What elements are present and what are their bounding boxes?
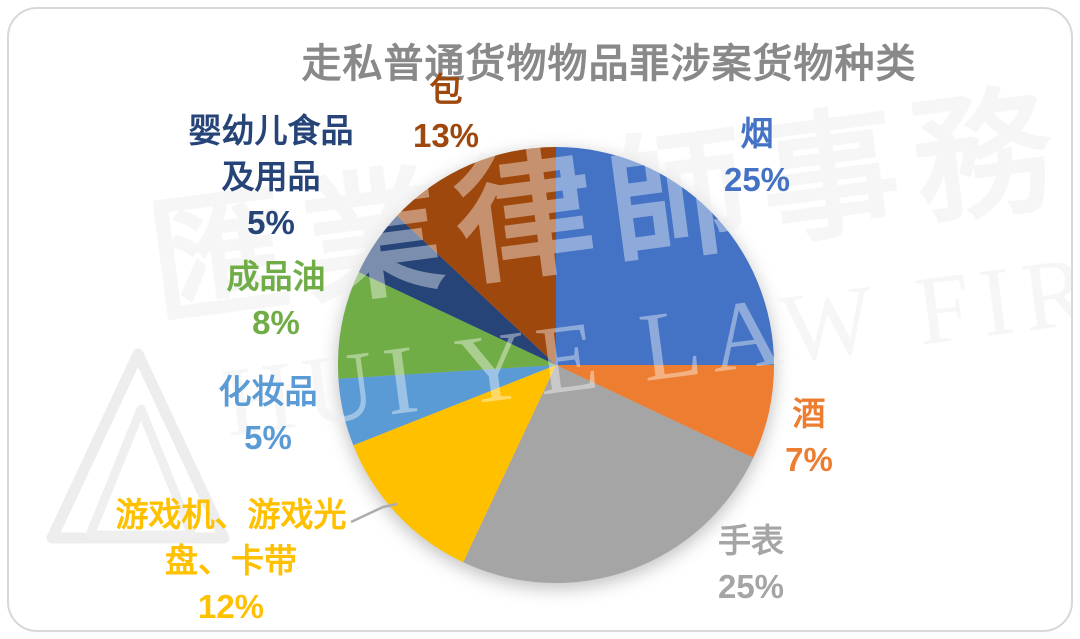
pie-slice-2 [463, 365, 754, 583]
chart-title: 走私普通货物物品罪涉案货物种类 [301, 42, 917, 86]
law-firm-triangle-logo-icon [46, 348, 230, 544]
pie-slice-6 [358, 215, 556, 365]
pie-slice-3 [353, 365, 556, 563]
label-cigarettes: 烟 25% [724, 111, 790, 203]
callout-line: 盘、卡带 [165, 542, 297, 579]
label-cosmetics: 化妆品 5% [219, 369, 318, 461]
callout-line: 7% [785, 441, 833, 478]
callout-line: 25% [723, 161, 791, 198]
callout-line: 烟 [740, 115, 774, 152]
callout-line: 5% [244, 419, 292, 456]
callout-line: 13% [412, 117, 480, 154]
callout-line: 包 [429, 71, 463, 108]
label-alcohol: 酒 7% [785, 391, 833, 483]
callout-line: 手表 [718, 522, 784, 559]
label-infant-products: 婴幼儿食品及用品 5% [189, 108, 354, 246]
callout-line: 8% [252, 304, 300, 341]
label-game-consoles: 游戏机、游戏光 盘、卡带 12% [116, 492, 347, 630]
callout-line: 化妆品 [218, 373, 318, 410]
label-refined-oil: 成品油 8% [227, 254, 326, 346]
leader-line [350, 502, 398, 524]
callout-line: 成品油 [226, 258, 326, 295]
pie-chart-svg [338, 147, 774, 583]
pie-slice-4 [338, 365, 556, 446]
callout-line: 及用品 [221, 158, 321, 195]
pie-slice-5 [338, 272, 556, 379]
label-watches: 手表 25% [718, 518, 784, 610]
pie-slice-1 [556, 365, 774, 458]
label-bags: 包 13% [413, 67, 479, 159]
chart-card: 匯業律師事務所 HUI YE LAW FIRM 走私普通货物物品罪涉案货物种类 … [7, 7, 1073, 632]
pie-slice-0 [556, 147, 774, 365]
callout-line: 婴幼儿食品 [188, 112, 354, 149]
pie-slice-7 [397, 147, 556, 365]
callout-line: 25% [717, 568, 785, 605]
callout-line: 酒 [792, 395, 826, 432]
callout-line: 5% [247, 204, 295, 241]
callout-line: 12% [197, 588, 265, 625]
callout-line: 游戏机、游戏光 [115, 496, 347, 533]
pie-chart [338, 147, 774, 583]
